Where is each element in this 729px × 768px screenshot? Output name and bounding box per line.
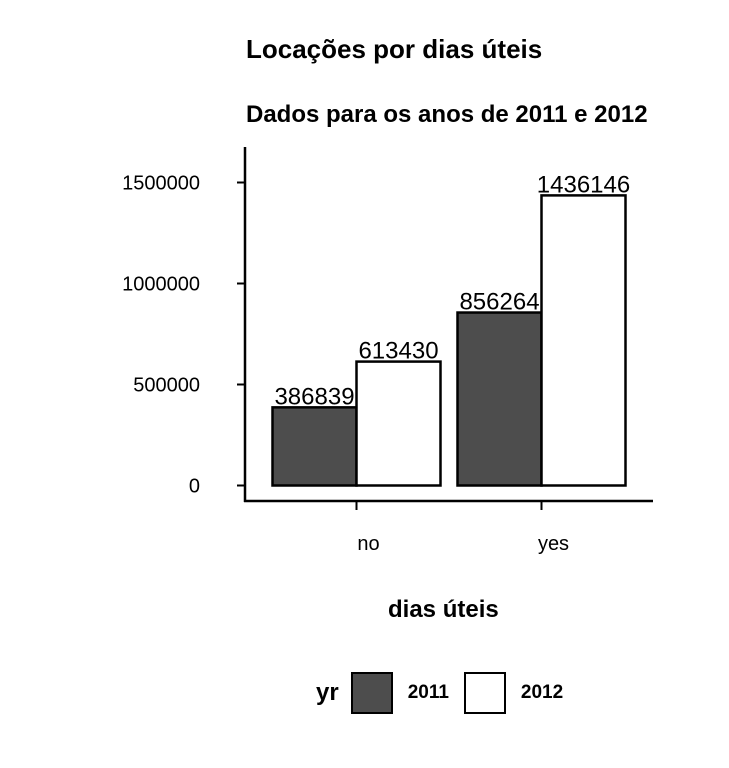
legend-item-2011: 2011 <box>350 672 464 714</box>
bar-2011-yes <box>456 311 543 487</box>
y-tick-label: 500000 <box>133 375 200 397</box>
legend-key-2011 <box>350 672 393 714</box>
bar-2012-no <box>355 360 442 487</box>
bar-2011-no <box>271 406 358 487</box>
chart-title: Locações por dias úteis <box>246 34 543 64</box>
legend-label-2011: 2011 <box>407 682 449 703</box>
legend-item-2012: 2012 <box>463 672 578 714</box>
data-label-2012-no: 613430 <box>358 338 438 365</box>
legend-label-2012: 2012 <box>520 682 564 703</box>
legend-title: yr <box>316 679 339 706</box>
legend-key-2012 <box>463 672 506 714</box>
data-label-2012-yes: 1436146 <box>537 171 630 198</box>
y-tick-label: 0 <box>189 476 200 498</box>
x-axis-title: dias úteis <box>388 596 499 623</box>
data-label-2011-no: 386839 <box>274 383 354 410</box>
x-tick-label: yes <box>538 533 569 555</box>
bar-2012-yes <box>540 194 627 487</box>
legend: yr 2011 2012 <box>316 670 578 716</box>
y-tick-label: 1000000 <box>122 274 200 296</box>
chart-subtitle: Dados para os anos de 2011 e 2012 <box>246 101 648 128</box>
data-label-2011-yes: 856264 <box>459 289 539 316</box>
x-tick-label: no <box>357 533 379 555</box>
y-tick-label: 1500000 <box>122 173 200 195</box>
